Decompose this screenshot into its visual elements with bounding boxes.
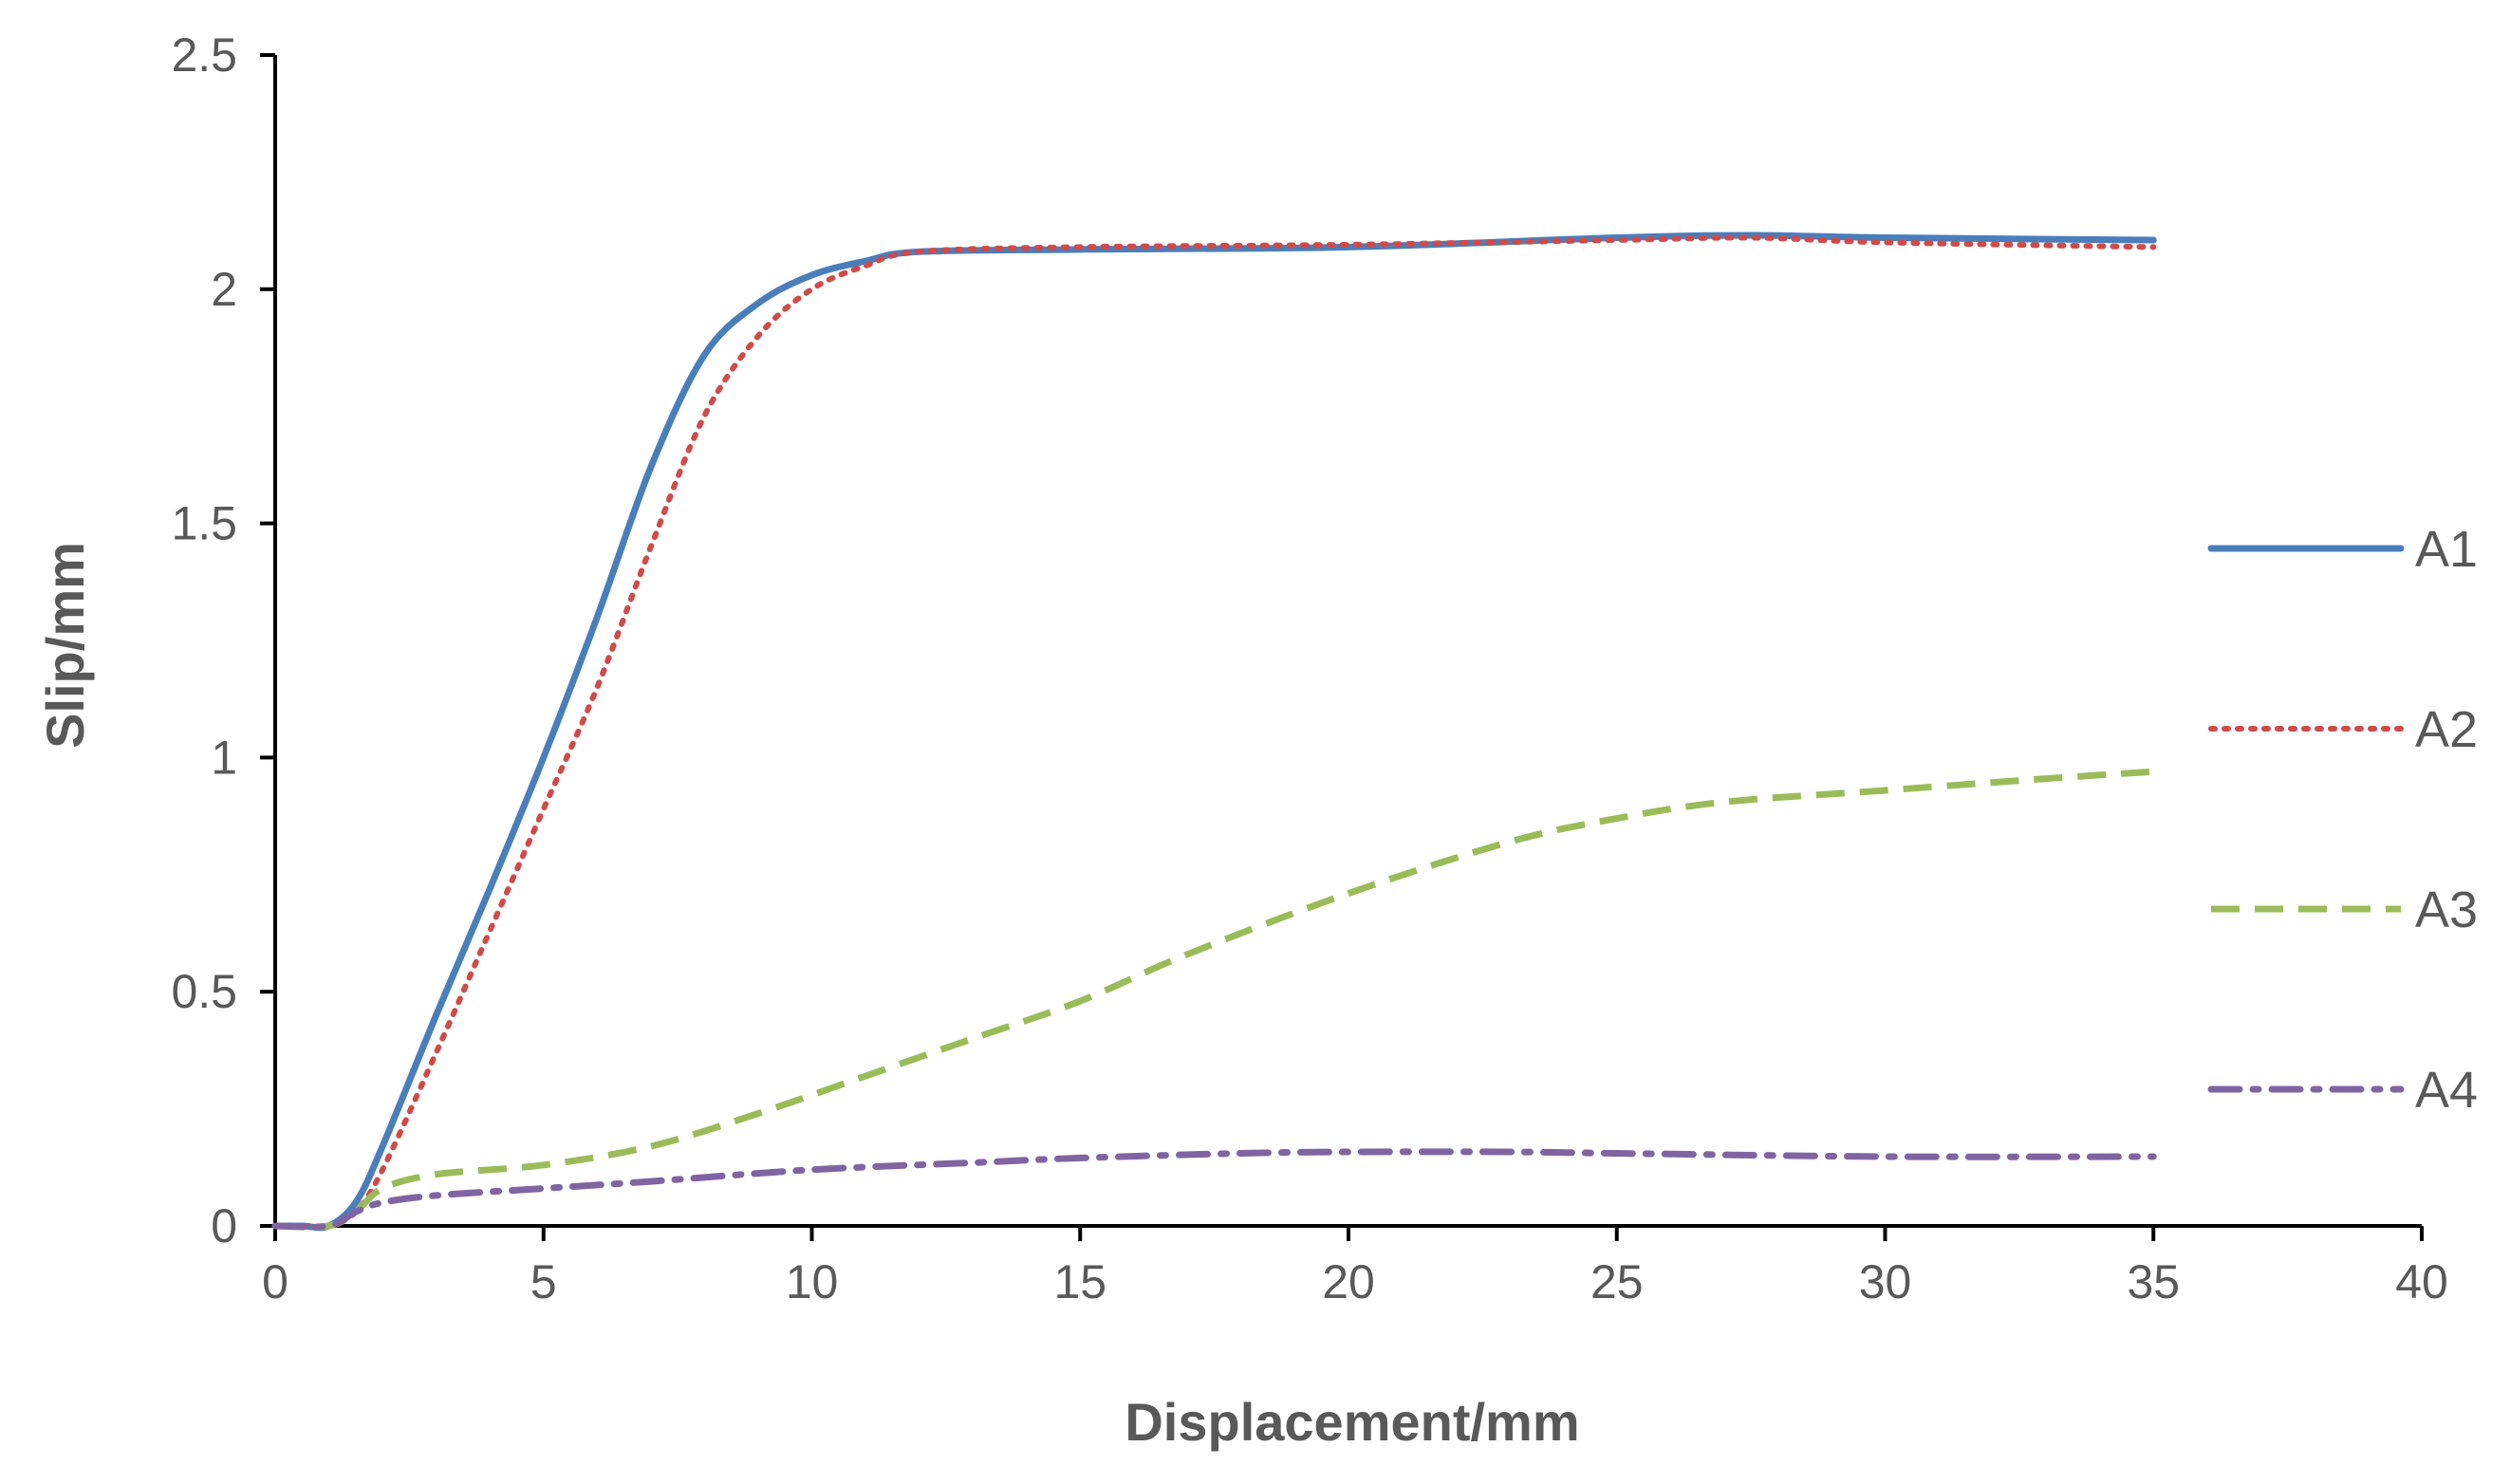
y-tick-label: 0	[211, 1199, 237, 1252]
x-tick-label: 10	[786, 1255, 839, 1308]
axes: 0 5 10 15 20 25 30 35 40 0 0.5 1 1.5 2 2.5	[171, 28, 2447, 1308]
x-tick-label: 15	[1053, 1255, 1106, 1308]
x-axis-title: Displacement/mm	[1125, 1392, 1579, 1452]
y-tick-label: 2	[211, 263, 237, 316]
y-tick-label: 2.5	[171, 28, 237, 82]
legend-label-a1: A1	[2415, 521, 2478, 578]
series-line-a2	[272, 234, 2157, 1231]
y-axis-title: Slip/mm	[35, 542, 95, 749]
legend-label-a3: A3	[2415, 881, 2478, 938]
x-tick-label: 0	[262, 1255, 288, 1308]
y-tick-label: 1.5	[171, 497, 237, 550]
x-tick-label: 5	[530, 1255, 557, 1308]
x-tick-label: 35	[2127, 1255, 2180, 1308]
x-tick-label: 30	[1859, 1255, 1912, 1308]
legend: A1 A2 A3 A4	[2207, 521, 2478, 1119]
x-tick-label: 40	[2395, 1255, 2448, 1308]
legend-label-a2: A2	[2415, 701, 2478, 758]
legend-label-a4: A4	[2415, 1062, 2478, 1119]
y-tick-label: 0.5	[171, 965, 237, 1018]
series-line-a1	[271, 232, 2157, 1232]
x-tick-label: 25	[1590, 1255, 1644, 1308]
y-tick-label: 1	[211, 731, 237, 784]
x-tick-label: 20	[1322, 1255, 1375, 1308]
series-line-a4	[271, 1148, 2157, 1231]
series-layer	[271, 232, 2157, 1232]
series-line-a3	[274, 768, 2154, 1231]
